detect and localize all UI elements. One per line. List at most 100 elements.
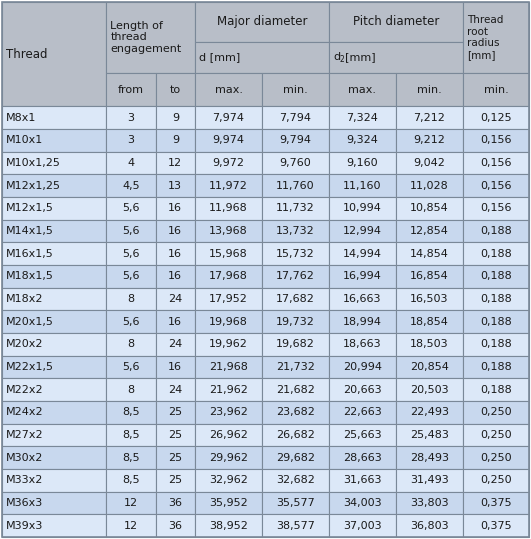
Bar xyxy=(262,378,329,401)
Text: 29,682: 29,682 xyxy=(276,453,315,462)
Bar xyxy=(329,265,396,288)
Text: max.: max. xyxy=(215,85,243,95)
Bar xyxy=(262,401,329,424)
Text: 0,250: 0,250 xyxy=(480,453,512,462)
Text: 10,994: 10,994 xyxy=(343,203,382,213)
Text: 21,732: 21,732 xyxy=(276,362,315,372)
Text: 25: 25 xyxy=(168,475,182,485)
Text: Pitch diameter: Pitch diameter xyxy=(353,15,439,29)
Text: 25: 25 xyxy=(168,407,182,417)
Text: 5,6: 5,6 xyxy=(122,362,140,372)
Bar xyxy=(106,129,156,151)
Text: 36: 36 xyxy=(168,521,182,531)
Bar xyxy=(106,401,156,424)
Bar xyxy=(156,333,195,356)
Bar xyxy=(463,220,529,243)
Text: 5,6: 5,6 xyxy=(122,248,140,259)
Text: 5,6: 5,6 xyxy=(122,317,140,327)
Bar xyxy=(463,333,529,356)
Bar xyxy=(329,333,396,356)
Text: M22x1,5: M22x1,5 xyxy=(6,362,54,372)
Bar xyxy=(106,106,156,129)
Text: 24: 24 xyxy=(168,385,183,395)
Text: M30x2: M30x2 xyxy=(6,453,44,462)
Text: 16,663: 16,663 xyxy=(343,294,382,304)
Bar xyxy=(329,73,396,106)
Bar xyxy=(329,401,396,424)
Text: 31,663: 31,663 xyxy=(343,475,382,485)
Bar xyxy=(106,492,156,514)
Text: 0,125: 0,125 xyxy=(480,113,512,123)
Bar xyxy=(262,288,329,310)
Bar xyxy=(195,424,262,446)
Text: [mm]: [mm] xyxy=(345,52,375,63)
Bar xyxy=(195,446,262,469)
Text: 24: 24 xyxy=(168,294,183,304)
Bar xyxy=(262,492,329,514)
Text: 29,962: 29,962 xyxy=(209,453,248,462)
Text: 10,854: 10,854 xyxy=(410,203,449,213)
Bar xyxy=(156,514,195,537)
Bar xyxy=(262,333,329,356)
Bar xyxy=(2,310,106,333)
Text: 0,156: 0,156 xyxy=(480,181,512,191)
Text: M14x1,5: M14x1,5 xyxy=(6,226,54,236)
Bar xyxy=(156,378,195,401)
Text: min.: min. xyxy=(283,85,308,95)
Text: 8,5: 8,5 xyxy=(122,453,140,462)
Bar xyxy=(463,378,529,401)
Text: 7,324: 7,324 xyxy=(346,113,378,123)
Bar xyxy=(195,243,262,265)
Text: 34,003: 34,003 xyxy=(343,498,382,508)
Bar xyxy=(156,174,195,197)
Bar xyxy=(262,446,329,469)
Bar xyxy=(2,492,106,514)
Bar xyxy=(195,73,262,106)
Text: 7,794: 7,794 xyxy=(279,113,312,123)
Text: 8: 8 xyxy=(127,294,134,304)
Text: 0,375: 0,375 xyxy=(480,521,512,531)
Bar xyxy=(2,424,106,446)
Text: 17,968: 17,968 xyxy=(209,271,248,281)
Text: 0,156: 0,156 xyxy=(480,135,512,146)
Bar xyxy=(156,265,195,288)
Text: 31,493: 31,493 xyxy=(410,475,449,485)
Text: M18x1,5: M18x1,5 xyxy=(6,271,54,281)
Text: 0,156: 0,156 xyxy=(480,203,512,213)
Text: Thread
root
radius
[mm]: Thread root radius [mm] xyxy=(467,15,503,60)
Bar xyxy=(195,197,262,220)
Text: 14,994: 14,994 xyxy=(343,248,382,259)
Bar xyxy=(156,492,195,514)
Text: 17,682: 17,682 xyxy=(276,294,315,304)
Bar xyxy=(396,514,463,537)
Text: 16: 16 xyxy=(168,271,182,281)
Bar xyxy=(396,265,463,288)
Text: Major diameter: Major diameter xyxy=(217,15,307,29)
Text: 25: 25 xyxy=(168,453,182,462)
Text: 3: 3 xyxy=(127,135,134,146)
Text: 9,160: 9,160 xyxy=(347,158,378,168)
Bar xyxy=(262,129,329,151)
Bar xyxy=(262,151,329,174)
Text: M18x2: M18x2 xyxy=(6,294,44,304)
Bar xyxy=(329,310,396,333)
Text: 12: 12 xyxy=(124,498,138,508)
Text: 13: 13 xyxy=(168,181,182,191)
Bar xyxy=(463,2,529,73)
Text: 12: 12 xyxy=(168,158,182,168)
Text: to: to xyxy=(170,85,181,95)
Bar xyxy=(156,197,195,220)
Bar xyxy=(195,288,262,310)
Text: min.: min. xyxy=(417,85,442,95)
Text: M20x2: M20x2 xyxy=(6,340,44,349)
Bar xyxy=(329,2,463,42)
Text: 0,188: 0,188 xyxy=(480,385,512,395)
Bar xyxy=(329,378,396,401)
Text: M12x1,25: M12x1,25 xyxy=(6,181,61,191)
Bar xyxy=(396,310,463,333)
Bar xyxy=(156,73,195,106)
Bar xyxy=(195,174,262,197)
Text: 13,968: 13,968 xyxy=(209,226,248,236)
Text: 0,250: 0,250 xyxy=(480,430,512,440)
Bar xyxy=(195,378,262,401)
